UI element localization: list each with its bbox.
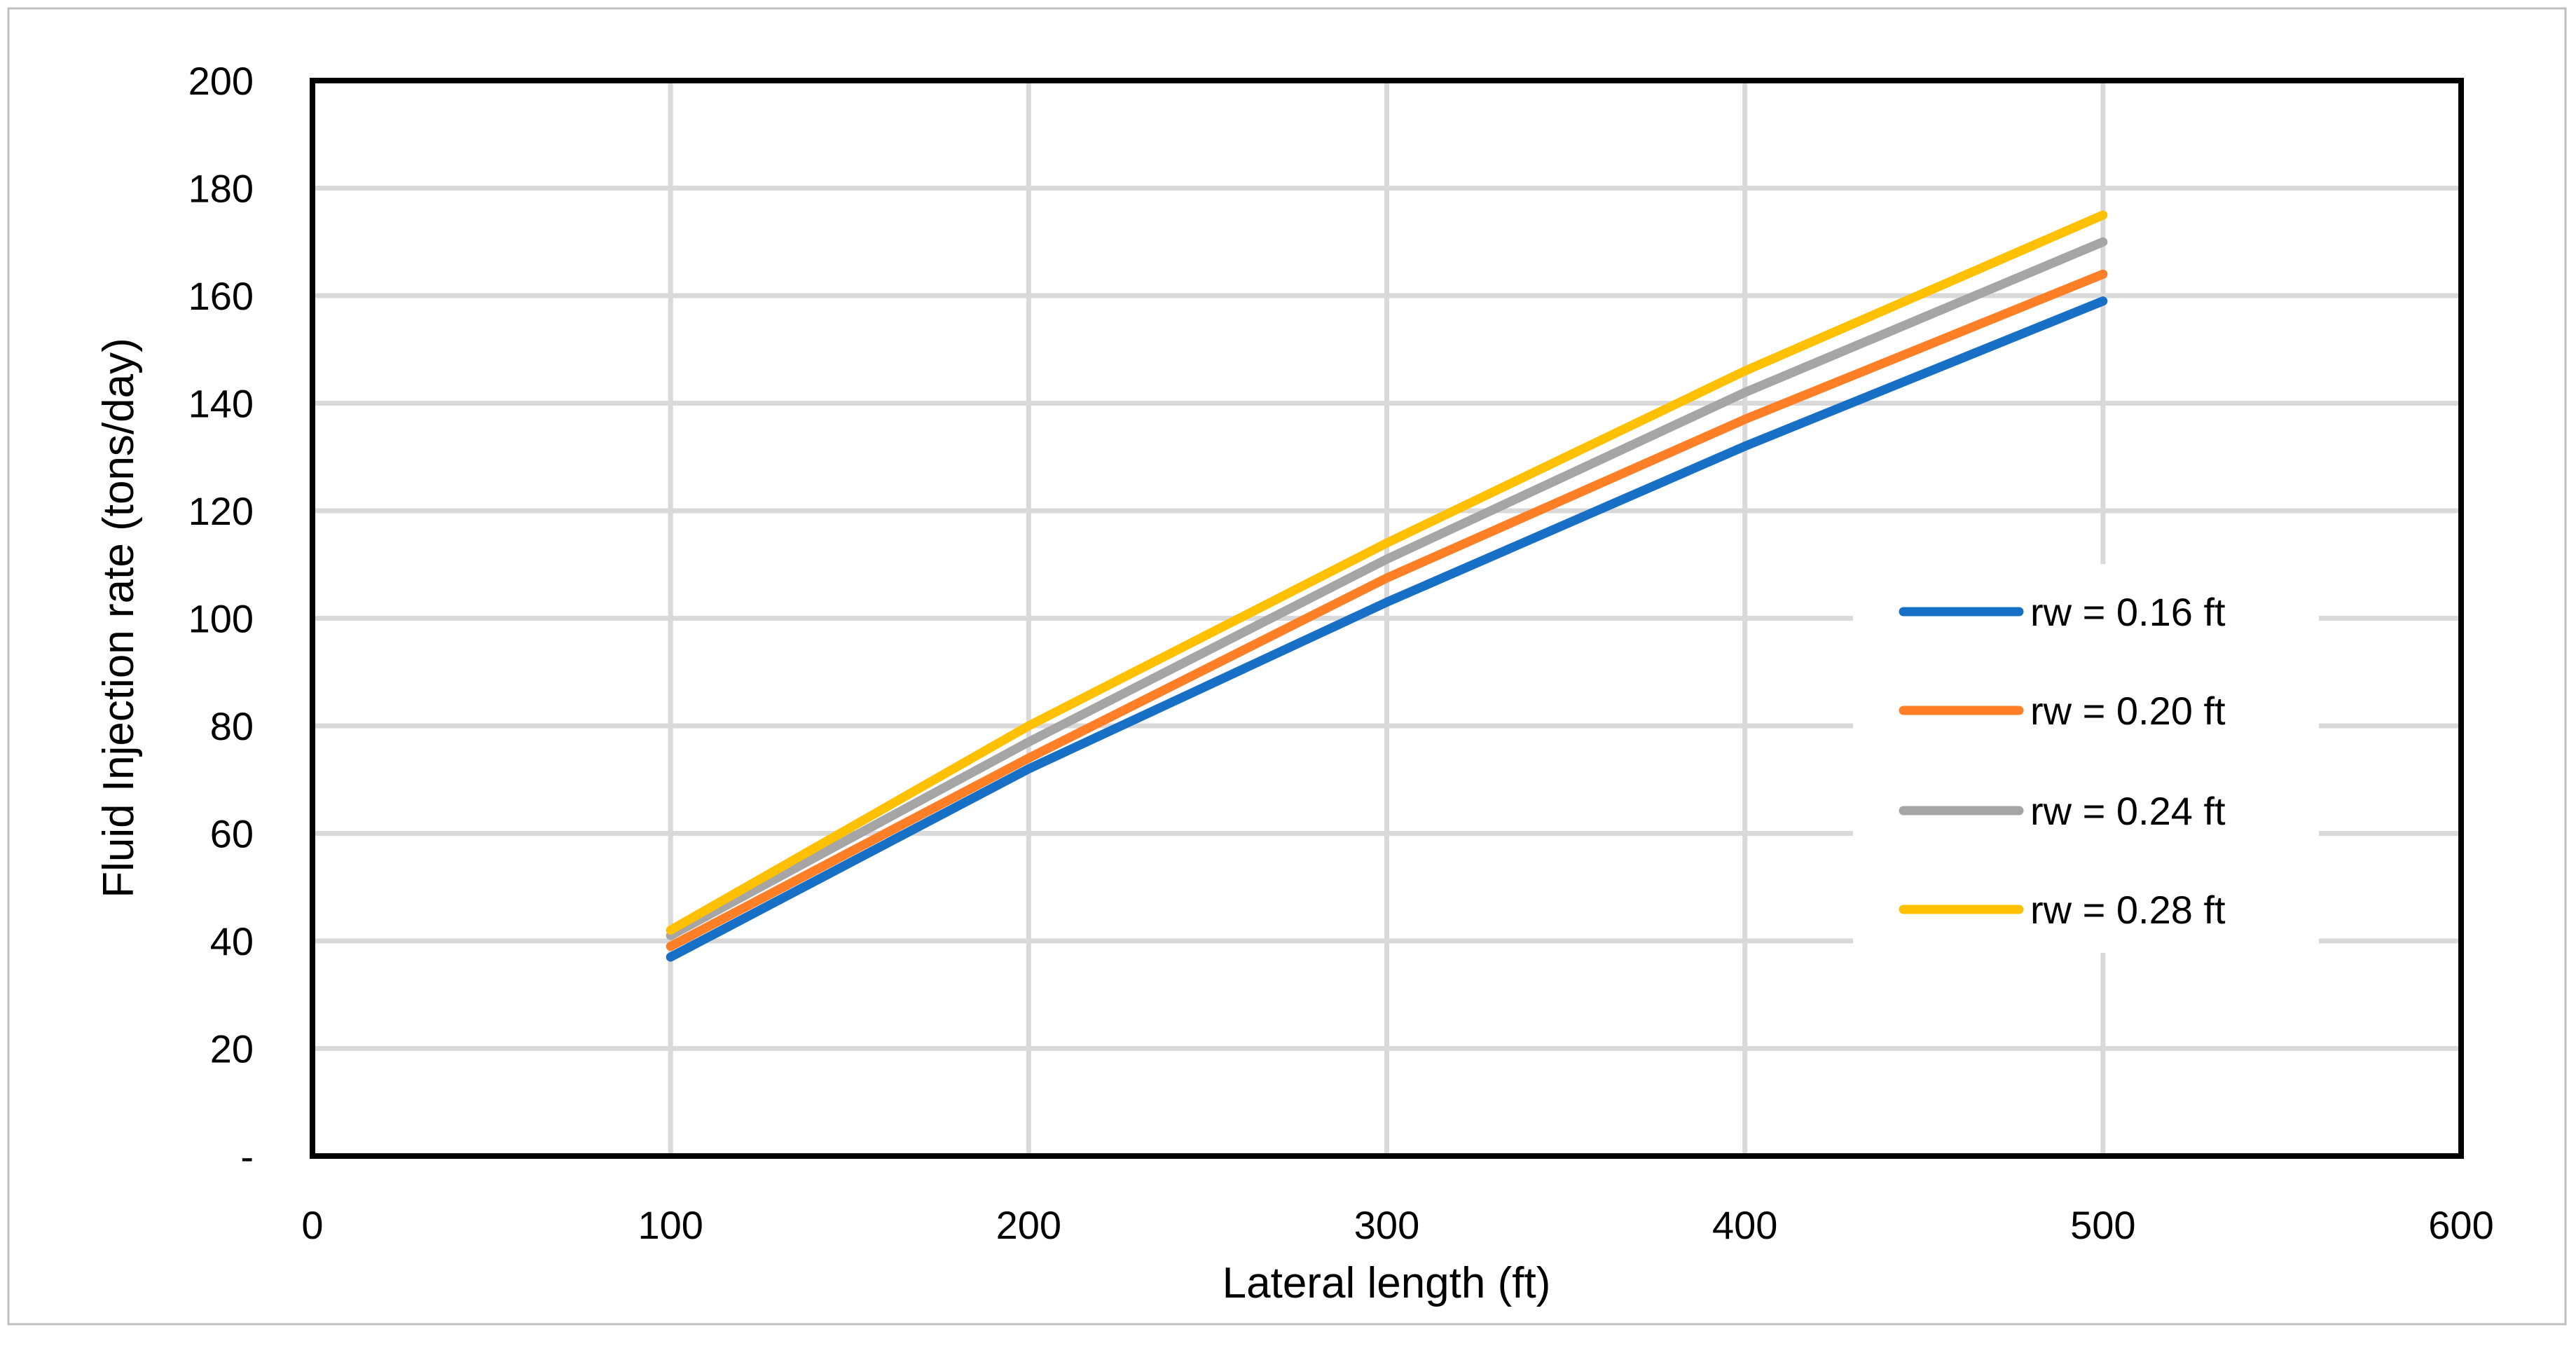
y-tick-label: 120 bbox=[188, 489, 254, 533]
x-tick-label: 100 bbox=[638, 1203, 703, 1247]
x-tick-label: 0 bbox=[301, 1203, 323, 1247]
y-tick-label: - bbox=[240, 1134, 254, 1178]
y-tick-label: 60 bbox=[210, 812, 254, 856]
y-tick-label: 20 bbox=[210, 1027, 254, 1071]
y-tick-label: 40 bbox=[210, 919, 254, 963]
x-axis-title: Lateral length (ft) bbox=[1222, 1259, 1551, 1307]
series-line-2 bbox=[666, 237, 2108, 940]
x-tick-label: 300 bbox=[1354, 1203, 1419, 1247]
legend-label: rw = 0.24 ft bbox=[2030, 789, 2226, 833]
y-tick-label: 160 bbox=[188, 274, 254, 318]
legend: rw = 0.16 ft rw = 0.20 ft rw = 0.24 ft rw =… bbox=[1853, 564, 2319, 953]
legend-label: rw = 0.20 ft bbox=[2030, 689, 2226, 733]
y-axis-title: Fluid Injection rate (tons/day) bbox=[95, 338, 143, 898]
x-tick-label: 500 bbox=[2070, 1203, 2135, 1247]
legend-label: rw = 0.28 ft bbox=[2030, 888, 2226, 932]
x-tick-label: 600 bbox=[2428, 1203, 2493, 1247]
plot-area-border bbox=[310, 78, 2464, 1159]
y-tick-label: 140 bbox=[188, 382, 254, 426]
x-axis-ticks: 0 100 200 300 400 500 600 bbox=[301, 1203, 2493, 1247]
y-tick-label: 80 bbox=[210, 704, 254, 748]
legend-background bbox=[1853, 564, 2319, 953]
series-line-3 bbox=[666, 210, 2108, 935]
x-tick-label: 400 bbox=[1712, 1203, 1777, 1247]
y-axis-ticks: - 20 40 60 80 100 120 140 160 180 200 bbox=[188, 59, 254, 1178]
legend-label: rw = 0.16 ft bbox=[2030, 590, 2226, 634]
y-tick-label: 180 bbox=[188, 167, 254, 211]
x-tick-label: 200 bbox=[996, 1203, 1061, 1247]
series-line-1 bbox=[666, 269, 2108, 951]
series-line-0 bbox=[666, 296, 2108, 962]
series-lines bbox=[666, 210, 2108, 962]
y-tick-label: 200 bbox=[188, 59, 254, 103]
y-tick-label: 100 bbox=[188, 597, 254, 641]
